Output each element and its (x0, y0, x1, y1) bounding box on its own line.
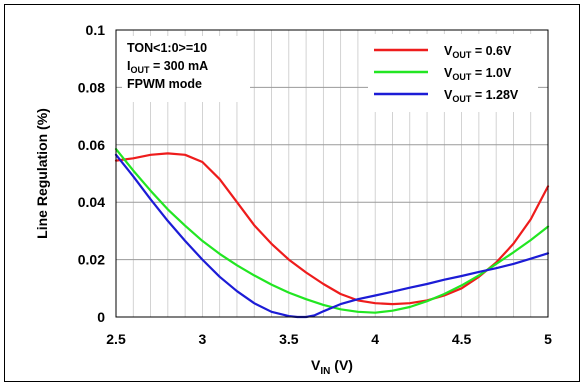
x-axis-title-main: V (311, 357, 321, 373)
x-tick-label: 3.5 (279, 331, 299, 347)
x-axis-title: VIN (V) (311, 357, 353, 377)
legend: VOUT = 0.6V VOUT = 1.0V VOUT = 1.28V (368, 34, 538, 112)
annotation-background (122, 36, 250, 102)
y-tick-label: 0.04 (78, 194, 105, 210)
annotation-line: TON<1:0>=10 (127, 41, 207, 55)
x-axis-ticks: 2.5 3 3.5 4 4.5 5 (106, 331, 552, 347)
x-tick-label: 2.5 (106, 331, 126, 347)
legend-label: VOUT = 1.28V (444, 88, 519, 104)
x-tick-label: 3 (199, 331, 207, 347)
x-tick-label: 4 (371, 331, 379, 347)
x-tick-label: 4.5 (452, 331, 472, 347)
y-axis-ticks: 0 0.02 0.04 0.06 0.08 0.1 (78, 22, 105, 325)
y-tick-label: 0 (97, 309, 105, 325)
major-gridlines (116, 86, 548, 261)
annotation-line: FPWM mode (127, 77, 202, 91)
x-axis-title-subscript: IN (320, 366, 330, 377)
conditions-annotation: TON<1:0>=10 IOUT = 300 mA FPWM mode (122, 36, 250, 102)
x-axis-title-unit: (V) (330, 357, 353, 373)
y-axis-title: Line Regulation (%) (34, 108, 50, 239)
x-tick-label: 5 (544, 331, 552, 347)
plot-area-border (115, 29, 549, 318)
series-line (114, 152, 550, 306)
y-tick-label: 0.1 (86, 22, 106, 38)
y-tick-label: 0.06 (78, 137, 105, 153)
legend-label: VOUT = 0.6V (444, 44, 512, 60)
y-tick-label: 0.02 (78, 252, 105, 268)
legend-label: VOUT = 1.0V (444, 66, 512, 82)
y-tick-label: 0.08 (78, 79, 105, 95)
annotation-line: IOUT = 300 mA (127, 59, 208, 75)
series-layer (114, 148, 550, 319)
series-line (114, 153, 550, 319)
